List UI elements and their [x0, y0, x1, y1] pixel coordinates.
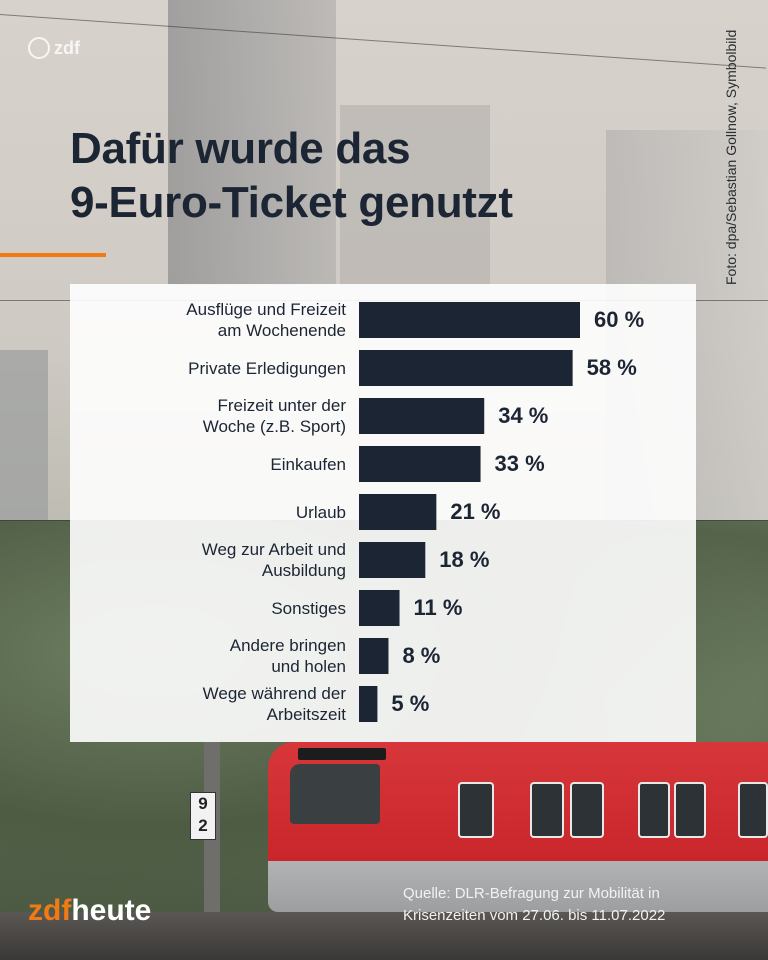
category-label: Private Erledigungen [70, 358, 346, 379]
bar [359, 446, 481, 482]
value-label: 21 % [450, 499, 501, 524]
category-label-line: Andere bringen [229, 636, 346, 655]
value-label: 11 % [413, 595, 463, 620]
railway-track [0, 912, 768, 960]
skyscraper [340, 105, 490, 285]
skyscraper [168, 0, 336, 285]
title-line-1: Dafür wurde das [70, 124, 411, 173]
category-label-line: am Wochenende [217, 321, 346, 340]
train-window [738, 782, 768, 838]
track-sign: 9 2 [190, 792, 216, 840]
category-label-line: Arbeitszeit [266, 705, 346, 724]
chart-panel: Ausflüge und Freizeit am Wochenende 60 % Pr… [70, 284, 696, 742]
train-windshield [290, 764, 380, 824]
photo-credit: Foto: dpa/Sebastian Gollnow, Symbolbild [723, 30, 739, 286]
zdfheute-logo: zdfheute [28, 894, 152, 927]
category-label: Freizeit unter der Woche (z.B. Sport) [70, 395, 346, 437]
category-label-line: Ausbildung [261, 561, 346, 580]
category-label: Weg zur Arbeit und Ausbildung [70, 539, 346, 581]
category-label: Einkaufen [70, 454, 346, 475]
source-line-2: Krisenzeiten vom 27.06. bis 11.07.2022 [403, 907, 666, 924]
power-line [0, 14, 767, 69]
value-label: 58 % [586, 355, 637, 380]
category-label-line: Freizeit unter der [217, 396, 347, 415]
bar-chart [359, 302, 580, 722]
accent-rule [0, 253, 106, 257]
value-label: 60 % [594, 307, 645, 332]
category-label-line: Wege während der [202, 684, 346, 703]
zdf-circle-icon [28, 37, 50, 59]
category-label-line: Woche (z.B. Sport) [202, 417, 346, 436]
bar [359, 638, 389, 674]
value-label: 5 % [391, 691, 430, 716]
category-label-line: und holen [271, 657, 346, 676]
value-label: 8 % [402, 643, 441, 668]
category-label: Urlaub [70, 502, 346, 523]
source-note: Quelle: DLR-Befragung zur Mobilität in K… [403, 883, 763, 927]
bar [359, 494, 437, 530]
page-title: Dafür wurde das 9-Euro-Ticket genutzt [70, 122, 513, 230]
zdf-logo: zdf [28, 34, 106, 62]
category-label: Wege während der Arbeitszeit [70, 683, 346, 725]
category-label-line: Sonstiges [271, 598, 346, 618]
category-label: Ausflüge und Freizeit am Wochenende [70, 299, 346, 341]
source-line-1: Quelle: DLR-Befragung zur Mobilität in [403, 885, 660, 902]
s-bahn-train [268, 742, 768, 912]
category-label-line: Urlaub [295, 502, 346, 522]
category-label-line: Ausflüge und Freizeit [186, 300, 346, 319]
bar [359, 350, 573, 386]
category-label-line: Weg zur Arbeit und [201, 540, 346, 559]
skyscraper [0, 350, 48, 550]
train-window [530, 782, 564, 838]
train-window [570, 782, 604, 838]
category-label: Andere bringen und holen [70, 635, 346, 677]
bar [359, 398, 485, 434]
category-label-line: Einkaufen [270, 454, 346, 474]
value-label: 34 % [498, 403, 549, 428]
value-label: 18 % [439, 547, 490, 572]
category-label: Sonstiges [70, 598, 346, 619]
bar [359, 542, 426, 578]
train-window [674, 782, 706, 838]
bar [359, 302, 580, 338]
bar [359, 590, 400, 626]
train-window [458, 782, 494, 838]
value-label: 33 % [494, 451, 545, 476]
category-label-line: Private Erledigungen [188, 358, 346, 378]
train-window [638, 782, 670, 838]
title-line-2: 9-Euro-Ticket genutzt [70, 178, 513, 227]
destination-display [298, 748, 386, 760]
bar [359, 686, 378, 722]
